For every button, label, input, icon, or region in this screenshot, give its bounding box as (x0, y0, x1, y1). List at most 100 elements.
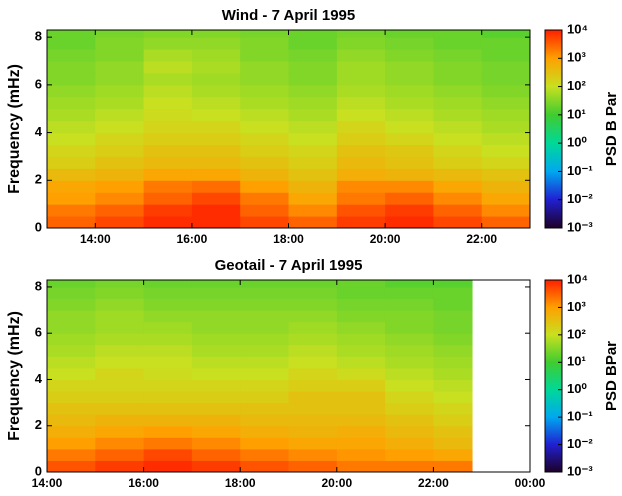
heatmap-cell (433, 96, 483, 110)
heatmap-cell (240, 333, 289, 346)
heatmap-cell (95, 437, 145, 450)
heatmap-cell (385, 72, 434, 86)
heatmap-cell (288, 344, 338, 357)
heatmap-cell (47, 61, 96, 74)
heatmap-cell (143, 61, 193, 74)
heatmap-cell (47, 156, 96, 169)
heatmap-cell (240, 321, 289, 334)
heatmap-cell (433, 132, 483, 146)
heatmap-cell (336, 216, 386, 228)
heatmap-cell (336, 379, 386, 392)
heatmap-cell (288, 310, 338, 323)
colorbar-tick-label: 10¹ (567, 354, 586, 369)
heatmap-cell (191, 298, 241, 311)
colorbar-tick-label: 10³ (567, 299, 586, 314)
heatmap-cell (481, 30, 530, 38)
heatmap-cell (433, 84, 483, 98)
heatmap-cell (481, 72, 530, 86)
heatmap-cell (143, 425, 193, 438)
heatmap-cell (47, 37, 96, 50)
heatmap-cell (143, 310, 193, 323)
heatmap-cell (385, 333, 434, 346)
heatmap-cell (47, 286, 96, 300)
colorbar-tick-label: 10⁻³ (567, 463, 593, 478)
heatmap-cell (47, 402, 96, 415)
heatmap-cell (288, 298, 338, 311)
heatmap-cell (95, 448, 145, 461)
heatmap-cell (433, 72, 483, 86)
heatmap-cell (240, 30, 289, 38)
heatmap-cell (240, 120, 289, 134)
heatmap-cell (191, 180, 241, 193)
heatmap-cell (191, 144, 241, 157)
heatmap-cell (95, 180, 145, 193)
heatmap-cell (385, 37, 434, 50)
heatmap-cell (385, 216, 434, 228)
heatmap-cell (47, 30, 96, 38)
heatmap-cell (191, 414, 241, 427)
heatmap-cell (191, 310, 241, 323)
colorbar-tick-label: 10² (567, 78, 586, 93)
heatmap-cell (240, 437, 289, 450)
x-tick-label: 14:00 (80, 232, 111, 246)
heatmap-cell (385, 298, 434, 311)
heatmap-cell (433, 333, 473, 346)
x-tick-label: 22:00 (418, 476, 449, 490)
heatmap-cell (240, 168, 289, 181)
heatmap-cell (47, 333, 96, 346)
heatmap-cell (336, 280, 386, 288)
heatmap-cell (288, 61, 338, 74)
heatmap-cell (191, 448, 241, 461)
heatmap-cell (95, 49, 145, 62)
heatmap-cell (385, 108, 434, 122)
heatmap-cell (191, 333, 241, 346)
heatmap-cell (191, 367, 241, 380)
colorbar-tick-label: 10² (567, 326, 586, 341)
heatmap-cell (336, 168, 386, 181)
y-tick-label: 4 (35, 371, 43, 386)
heatmap-cell (385, 120, 434, 134)
heatmap-cell (240, 72, 289, 86)
heatmap-cell (191, 344, 241, 357)
heatmap-cell (143, 286, 193, 300)
heatmap-cell (47, 180, 96, 193)
heatmap-cell (433, 168, 483, 181)
heatmap-cell (240, 425, 289, 438)
heatmap-cell (47, 367, 96, 380)
heatmap-cell (240, 216, 289, 228)
colorbar (544, 29, 563, 229)
heatmap-cell (191, 286, 241, 300)
heatmap-cell (336, 310, 386, 323)
heatmap-cell (288, 192, 338, 205)
heatmap-cell (336, 49, 386, 62)
heatmap-cell (481, 156, 530, 169)
heatmap-cell (240, 280, 289, 288)
heatmap-cell (95, 367, 145, 380)
heatmap-cell (95, 30, 145, 38)
colorbar-tick-label: 10⁻¹ (567, 409, 593, 424)
heatmap-cell (385, 192, 434, 205)
heatmap-cell (95, 425, 145, 438)
heatmap-cell (95, 460, 145, 472)
heatmap-cell (336, 437, 386, 450)
heatmap-cell (336, 144, 386, 157)
plot-frame (46, 279, 531, 473)
heatmap-cell (433, 280, 473, 288)
heatmap-cell (336, 30, 386, 38)
heatmap-cell (191, 280, 241, 288)
heatmap-cell (336, 120, 386, 134)
heatmap-cell (288, 132, 338, 146)
heatmap-cell (433, 391, 473, 404)
heatmap-cell (47, 144, 96, 157)
heatmap-cell (288, 379, 338, 392)
heatmap-cell (143, 333, 193, 346)
heatmap-cell (385, 49, 434, 62)
heatmap-cell (385, 425, 434, 438)
heatmap-cell (191, 204, 241, 217)
heatmap-cell (433, 356, 473, 369)
heatmap-cell (385, 30, 434, 38)
heatmap-cell (240, 414, 289, 427)
heatmap-cell (288, 280, 338, 288)
heatmap-cell (288, 72, 338, 86)
heatmap-cell (191, 321, 241, 334)
